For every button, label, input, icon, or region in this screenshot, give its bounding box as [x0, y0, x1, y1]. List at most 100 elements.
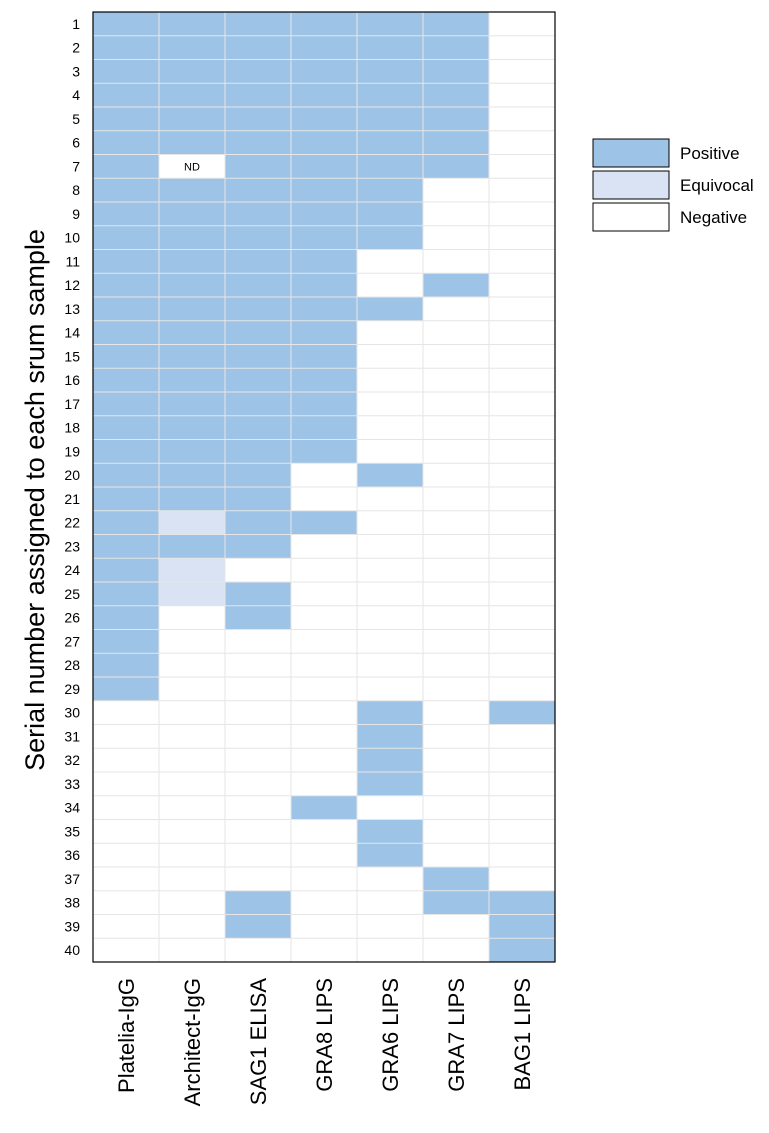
heatmap-cell	[225, 130, 291, 155]
heatmap-cell	[159, 130, 225, 155]
heatmap-cell	[159, 700, 225, 725]
heatmap-cell	[225, 558, 291, 582]
heatmap-cell	[225, 320, 291, 345]
heatmap-cell	[291, 202, 357, 226]
heatmap-cell	[489, 843, 555, 867]
row-label: 29	[64, 681, 80, 697]
heatmap-cell	[423, 83, 489, 107]
heatmap-cell	[159, 35, 225, 60]
legend-label: Positive	[680, 144, 740, 163]
heatmap-cell	[225, 938, 291, 962]
heatmap-cell	[357, 700, 423, 725]
heatmap-cell	[357, 914, 423, 939]
heatmap-cell	[291, 83, 357, 107]
heatmap-cell	[159, 202, 225, 226]
heatmap-cell	[357, 225, 423, 250]
heatmap-cell	[357, 629, 423, 654]
heatmap-cell	[357, 558, 423, 582]
heatmap-cell	[291, 914, 357, 939]
heatmap-cell	[225, 249, 291, 274]
heatmap-cell	[93, 439, 159, 464]
column-label: GRA6 LIPS	[378, 978, 403, 1092]
heatmap-cell	[93, 558, 159, 582]
row-label: 31	[64, 728, 80, 744]
heatmap-cell	[93, 795, 159, 820]
heatmap-cell	[423, 415, 489, 440]
heatmap-cell	[159, 938, 225, 962]
heatmap-cell	[159, 890, 225, 915]
heatmap-cell	[423, 653, 489, 677]
heatmap-cell	[93, 819, 159, 844]
heatmap-cell	[423, 487, 489, 511]
heatmap-cell	[225, 748, 291, 772]
heatmap-cell	[489, 700, 555, 725]
row-label: 12	[64, 277, 80, 293]
heatmap-cell	[291, 724, 357, 749]
heatmap-cell	[423, 510, 489, 535]
heatmap-cell	[291, 677, 357, 701]
heatmap-cell	[159, 867, 225, 891]
heatmap-cell	[93, 534, 159, 559]
heatmap-cell	[357, 368, 423, 392]
row-label: 21	[64, 491, 80, 507]
heatmap-cell	[291, 368, 357, 392]
heatmap-cell	[489, 819, 555, 844]
heatmap-cell	[357, 107, 423, 131]
heatmap-cell	[423, 130, 489, 155]
heatmap-cell	[357, 463, 423, 487]
heatmap-cell	[291, 154, 357, 179]
heatmap-cell	[489, 748, 555, 772]
heatmap-cell	[291, 320, 357, 345]
heatmap-cell	[159, 487, 225, 511]
heatmap-cell	[159, 724, 225, 749]
heatmap-cell	[159, 83, 225, 107]
heatmap-cell	[489, 890, 555, 915]
heatmap-cell	[291, 605, 357, 630]
heatmap-cell	[225, 344, 291, 369]
heatmap-cell	[291, 249, 357, 274]
heatmap-cell	[225, 202, 291, 226]
row-label: 11	[65, 253, 80, 269]
heatmap-cell	[159, 534, 225, 559]
heatmap-cell	[93, 273, 159, 297]
heatmap-cell	[489, 653, 555, 677]
heatmap-cell	[93, 178, 159, 202]
heatmap-cell	[93, 867, 159, 891]
heatmap-cell	[357, 772, 423, 796]
heatmap-cell	[291, 890, 357, 915]
heatmap-cell	[291, 843, 357, 867]
heatmap-cell	[489, 914, 555, 939]
heatmap-cell	[159, 154, 225, 179]
row-label: 30	[64, 705, 80, 721]
heatmap-cell	[357, 178, 423, 202]
heatmap-cell	[225, 35, 291, 60]
heatmap-cell	[225, 463, 291, 487]
heatmap-cell	[93, 772, 159, 796]
row-label: 28	[64, 657, 80, 673]
heatmap-cell	[357, 344, 423, 369]
heatmap-cell	[225, 843, 291, 867]
column-label: BAG1 LIPS	[510, 978, 535, 1091]
heatmap-cell	[423, 225, 489, 250]
heatmap-cell	[423, 938, 489, 962]
heatmap-cell	[291, 415, 357, 440]
heatmap-cell	[225, 724, 291, 749]
row-label: 8	[72, 182, 80, 198]
row-label: 10	[64, 230, 80, 246]
column-label: GRA8 LIPS	[312, 978, 337, 1092]
legend-swatch	[592, 170, 670, 200]
heatmap-cell	[159, 463, 225, 487]
heatmap-cell	[93, 83, 159, 107]
heatmap-cell	[357, 724, 423, 749]
heatmap-cell	[423, 178, 489, 202]
heatmap-cell	[357, 677, 423, 701]
row-label: 38	[64, 895, 80, 911]
heatmap-cell	[225, 914, 291, 939]
heatmap-cell	[159, 12, 225, 36]
column-label: Platelia-IgG	[114, 978, 139, 1093]
nd-label: ND	[184, 161, 200, 173]
heatmap-cell	[93, 582, 159, 606]
heatmap-cell	[423, 35, 489, 60]
heatmap-cell	[225, 225, 291, 250]
